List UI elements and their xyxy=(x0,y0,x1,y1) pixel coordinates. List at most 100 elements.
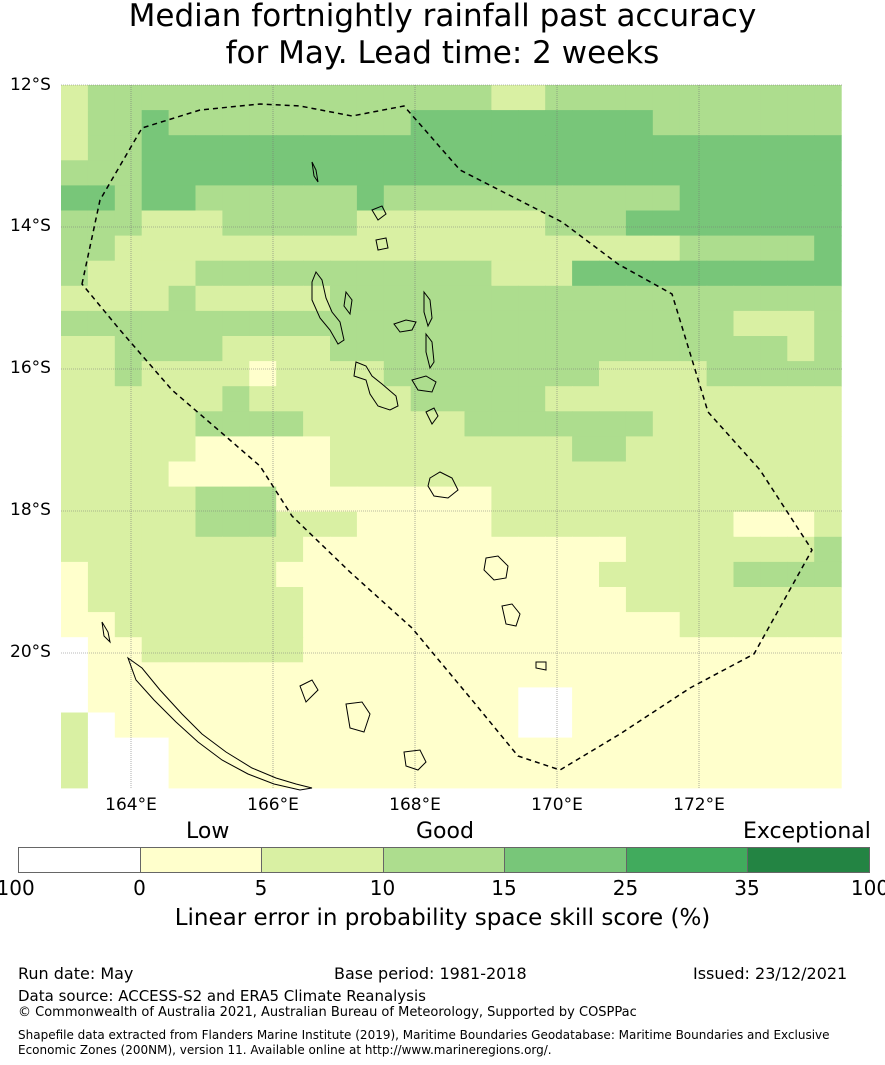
skill-cell xyxy=(114,436,143,463)
erromango-island xyxy=(483,555,509,581)
skill-cell xyxy=(679,737,708,764)
skill-cell xyxy=(814,185,842,212)
skill-cell xyxy=(195,511,223,538)
skill-cell xyxy=(760,561,788,588)
colorbar-label: Linear error in probability space skill … xyxy=(174,905,711,931)
skill-cell xyxy=(464,486,492,513)
skill-cell xyxy=(464,637,492,663)
skill-cell xyxy=(114,285,143,312)
skill-cell xyxy=(814,712,842,739)
skill-cell xyxy=(572,336,600,362)
skill-cell xyxy=(222,110,250,136)
skill-cell xyxy=(303,461,331,488)
skill-cell xyxy=(679,336,708,362)
skill-cell xyxy=(625,361,654,387)
skill-cell xyxy=(464,712,492,739)
skill-cell xyxy=(652,762,681,789)
skill-cell xyxy=(706,461,735,488)
skill-cell xyxy=(114,185,143,212)
skill-cell xyxy=(679,486,708,513)
lon-label-166e: 166°E xyxy=(247,795,299,815)
skill-cell xyxy=(383,260,412,287)
skill-cell xyxy=(195,712,223,739)
skill-cell xyxy=(356,762,385,789)
skill-cell xyxy=(195,486,223,513)
skill-cell xyxy=(222,511,250,538)
skill-cell xyxy=(437,486,466,513)
skill-cell xyxy=(276,386,304,412)
skill-cell xyxy=(168,587,197,613)
skill-cell xyxy=(168,85,197,111)
skill-cell xyxy=(464,511,492,538)
skill-cell xyxy=(249,587,277,613)
malekula-island xyxy=(353,361,399,411)
skill-cell xyxy=(491,310,519,337)
skill-cell xyxy=(814,612,842,638)
skill-cell xyxy=(518,737,546,764)
skill-cell xyxy=(168,285,197,312)
skill-cell xyxy=(141,762,170,789)
skill-cell xyxy=(87,110,116,136)
skill-cell xyxy=(61,386,89,412)
skill-cell xyxy=(356,185,385,212)
skill-cell xyxy=(114,587,143,613)
skill-cell xyxy=(168,612,197,638)
skill-cell xyxy=(464,561,492,588)
skill-cell xyxy=(114,612,143,638)
data-source: Data source: ACCESS-S2 and ERA5 Climate … xyxy=(18,987,426,1005)
skill-cell xyxy=(787,612,815,638)
skill-cell xyxy=(276,110,304,136)
skill-cell xyxy=(303,561,331,588)
skill-cell xyxy=(383,511,412,538)
skill-cell xyxy=(303,712,331,739)
skill-cell xyxy=(383,386,412,412)
skill-cell xyxy=(491,185,519,212)
skill-cell xyxy=(87,612,116,638)
skill-cell xyxy=(195,85,223,111)
skill-cell xyxy=(625,612,654,638)
skill-cell xyxy=(518,285,546,312)
skill-cell xyxy=(276,336,304,362)
skill-cell xyxy=(87,285,116,312)
skill-cell xyxy=(249,310,277,337)
skill-cell xyxy=(814,637,842,663)
skill-cell xyxy=(195,762,223,789)
skill-cell xyxy=(652,336,681,362)
skill-cell xyxy=(679,110,708,136)
shapefile-credit-line1: Shapefile data extracted from Flanders M… xyxy=(18,1028,830,1042)
skill-cell xyxy=(464,185,492,212)
skill-cell xyxy=(87,436,116,463)
skill-cell xyxy=(222,561,250,588)
skill-cell xyxy=(141,511,170,538)
skill-cell xyxy=(383,160,412,186)
skill-cell xyxy=(276,511,304,538)
skill-cell xyxy=(518,361,546,387)
skill-cell xyxy=(706,135,735,161)
skill-cell xyxy=(625,511,654,538)
skill-cell xyxy=(61,160,89,186)
skill-cell xyxy=(303,110,331,136)
skill-cell xyxy=(195,436,223,463)
skill-cell xyxy=(679,310,708,337)
lat-label-16s: 16°S xyxy=(10,358,51,378)
skill-cell xyxy=(249,160,277,186)
skill-cell xyxy=(814,662,842,688)
skill-cell xyxy=(249,110,277,136)
skill-cell xyxy=(87,712,116,739)
skill-cell xyxy=(760,85,788,111)
skill-cell xyxy=(599,737,627,764)
skill-cell xyxy=(222,637,250,663)
skill-cell xyxy=(733,361,761,387)
skill-cell xyxy=(491,536,519,563)
skill-cell xyxy=(652,235,681,262)
skill-cell xyxy=(87,587,116,613)
skill-cell xyxy=(625,486,654,513)
colorbar-segment xyxy=(747,847,870,873)
skill-cell xyxy=(545,310,573,337)
skill-cell xyxy=(625,712,654,739)
colorbar-segment xyxy=(139,847,262,873)
skill-cell xyxy=(518,436,546,463)
skill-cell xyxy=(437,511,466,538)
skill-cell xyxy=(787,411,815,437)
skill-cell xyxy=(61,536,89,563)
